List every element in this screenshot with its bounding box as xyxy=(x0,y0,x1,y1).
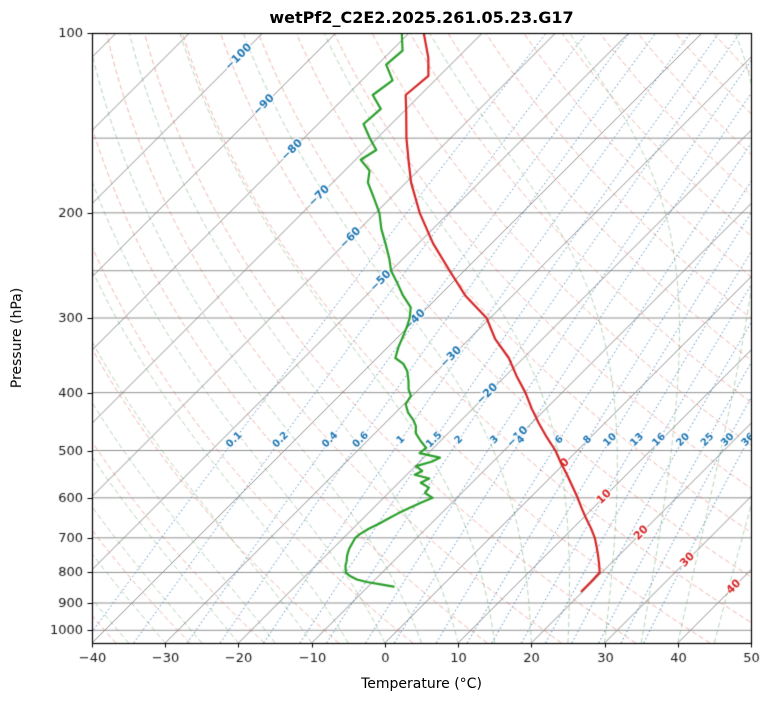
y-axis-label: Pressure (hPa) xyxy=(9,287,25,389)
chart-title: wetPf2_C2E2.2025.261.05.23.G17 xyxy=(269,8,574,27)
x-axis-label: Temperature (°C) xyxy=(361,676,482,692)
